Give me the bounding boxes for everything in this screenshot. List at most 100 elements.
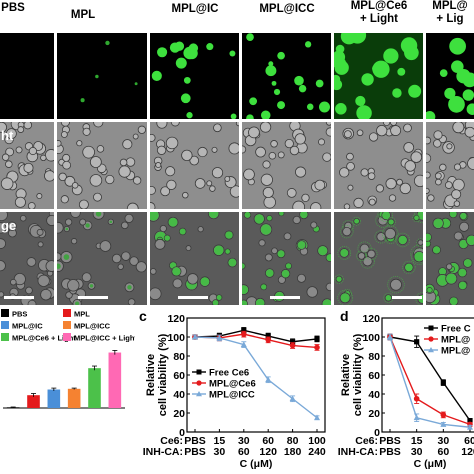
x-tick-label: 120 bbox=[461, 446, 474, 458]
bar bbox=[27, 395, 40, 408]
x-tick-label: 30 bbox=[411, 446, 423, 458]
micrograph-tile bbox=[0, 122, 54, 209]
x-tick-label: 100 bbox=[308, 435, 326, 447]
legend-label: MPL@ICC bbox=[209, 390, 255, 401]
micrograph-tile bbox=[57, 122, 147, 209]
legend-marker bbox=[196, 391, 202, 397]
data-point bbox=[289, 342, 296, 349]
series-line bbox=[194, 329, 318, 343]
plot-frame bbox=[186, 317, 326, 433]
viability-chart-c: 0 20 40 60 80 100 120 Relative cell viability (%… bbox=[143, 313, 326, 470]
scale-bar bbox=[178, 296, 208, 299]
y-tick-label: 120 bbox=[362, 313, 380, 325]
column-label: MPL@IC bbox=[171, 3, 219, 15]
data-point bbox=[387, 333, 393, 340]
scale-bar bbox=[392, 296, 422, 299]
legend-label: MPL bbox=[74, 310, 90, 319]
x-tick-label: 240 bbox=[308, 446, 326, 458]
legend-swatch bbox=[1, 309, 9, 317]
viability-chart-d: 0 20 40 60 80 100 120 Relative cell viability (%… bbox=[338, 313, 474, 470]
micrograph-tile bbox=[334, 33, 423, 119]
panel-label-d: d bbox=[340, 308, 349, 324]
y-tick-label: 100 bbox=[362, 332, 380, 344]
series-line bbox=[389, 336, 471, 422]
data-point bbox=[265, 376, 272, 383]
x-axis-label: C (μM) bbox=[414, 458, 447, 470]
y-tick-label: 40 bbox=[173, 389, 185, 401]
legend-marker bbox=[428, 347, 434, 353]
legend-marker bbox=[428, 336, 434, 342]
micrograph-tile bbox=[242, 33, 331, 119]
legend-label: MPL@Ce6 + Light bbox=[12, 334, 76, 343]
panel-label-c: c bbox=[139, 308, 147, 324]
micrograph-tile bbox=[57, 33, 147, 119]
x-row-name: Ce6: bbox=[160, 435, 183, 447]
bar bbox=[108, 352, 122, 408]
x-tick-label: PBS bbox=[379, 435, 401, 447]
x-tick-label: 60 bbox=[238, 446, 250, 458]
column-label: MPL@ICC bbox=[259, 3, 315, 15]
x-tick-label: 30 bbox=[437, 435, 449, 447]
data-point bbox=[413, 414, 420, 421]
bar bbox=[67, 388, 81, 408]
micrograph-tile bbox=[334, 212, 423, 305]
y-axis-label: Relative bbox=[145, 354, 157, 396]
data-point bbox=[314, 414, 320, 421]
series-line bbox=[194, 336, 318, 419]
legend-label: Free Ce6 bbox=[209, 368, 249, 379]
legend-swatch bbox=[63, 333, 71, 341]
data-point bbox=[440, 412, 447, 418]
legend-swatch bbox=[1, 333, 9, 341]
x-tick-label: PBS bbox=[379, 446, 401, 458]
data-point bbox=[241, 327, 247, 333]
data-point bbox=[314, 336, 320, 342]
x-row-name: Ce6: bbox=[355, 435, 378, 447]
legend-marker bbox=[428, 325, 434, 331]
y-tick-label: 80 bbox=[173, 351, 185, 363]
column-label: MPL bbox=[70, 9, 96, 21]
legend-label: PBS bbox=[12, 310, 27, 319]
y-tick-label: 60 bbox=[173, 370, 185, 382]
data-point bbox=[314, 344, 320, 351]
series-line bbox=[389, 336, 471, 428]
data-point bbox=[216, 334, 223, 341]
data-point bbox=[192, 333, 198, 340]
legend-swatch bbox=[1, 321, 9, 329]
x-tick-label: 60 bbox=[262, 435, 274, 447]
micrograph-tile bbox=[426, 122, 474, 209]
x-tick-label: 30 bbox=[214, 446, 226, 458]
data-point bbox=[414, 339, 420, 345]
x-tick-label: 180 bbox=[284, 446, 302, 458]
micrograph-tile bbox=[242, 122, 331, 209]
x-tick-label: PBS bbox=[184, 435, 206, 447]
legend-label: MPL@ bbox=[441, 346, 470, 357]
y-axis-label: Relative bbox=[340, 354, 352, 396]
x-tick-label: 30 bbox=[238, 435, 250, 447]
bar bbox=[88, 368, 101, 408]
y-axis-label: cell viability (%) bbox=[157, 333, 169, 416]
column-label: MPL@Ce6 + Light bbox=[350, 0, 408, 25]
data-point bbox=[467, 418, 473, 424]
data-point bbox=[241, 331, 247, 337]
micrograph-tile bbox=[242, 212, 331, 305]
bar bbox=[47, 389, 61, 408]
y-tick-label: 0 bbox=[374, 427, 380, 439]
legend-swatch bbox=[63, 321, 71, 329]
y-axis-label: cell viability (%) bbox=[352, 333, 364, 416]
y-tick-label: 100 bbox=[167, 332, 185, 344]
data-point bbox=[265, 333, 271, 339]
data-point bbox=[467, 424, 473, 430]
micrograph-tile bbox=[57, 212, 147, 305]
legend-label: MPL@ bbox=[441, 335, 470, 346]
x-tick-label: 120 bbox=[259, 446, 277, 458]
data-point bbox=[289, 395, 296, 402]
legend-marker bbox=[196, 369, 202, 375]
data-point bbox=[440, 421, 447, 427]
y-tick-label: 60 bbox=[368, 370, 380, 382]
micrograph-tile bbox=[150, 122, 239, 209]
x-tick-label: PBS bbox=[184, 446, 206, 458]
row-label: ge bbox=[1, 218, 17, 233]
scale-bar bbox=[78, 296, 108, 299]
scale-bar bbox=[270, 296, 300, 299]
legend-swatch bbox=[63, 309, 71, 317]
